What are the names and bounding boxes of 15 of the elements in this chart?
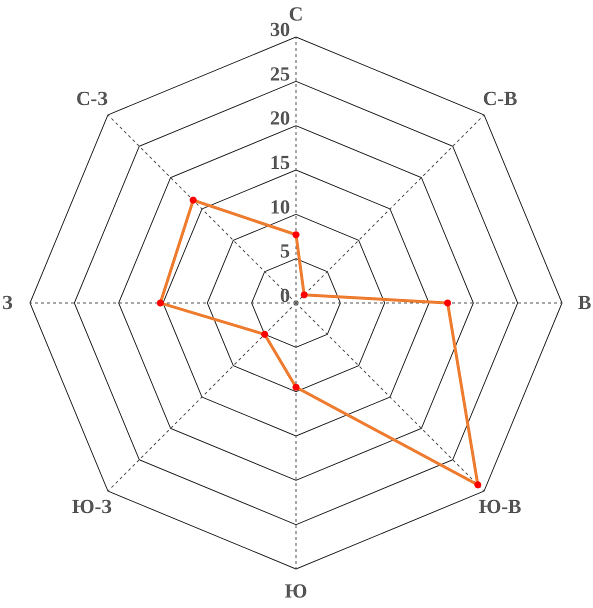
spoke-label: Ю — [284, 580, 308, 603]
spoke-label: Ю-В — [478, 496, 522, 518]
y-tick-label: 0 — [280, 285, 290, 307]
y-tick-label: 20 — [270, 108, 290, 130]
y-tick-label: 5 — [280, 240, 290, 263]
spoke-label: В — [578, 292, 592, 314]
y-tick-label: 15 — [270, 152, 290, 174]
spoke-label: С-З — [76, 88, 108, 110]
y-tick-label: 25 — [270, 63, 290, 86]
y-tick-label: 30 — [270, 19, 290, 41]
spoke-label: С — [288, 3, 304, 26]
y-tick-label: 10 — [270, 196, 290, 218]
spoke-label: З — [2, 292, 14, 314]
spoke-label: С-В — [482, 88, 518, 110]
spoke-label: Ю-З — [72, 496, 112, 518]
